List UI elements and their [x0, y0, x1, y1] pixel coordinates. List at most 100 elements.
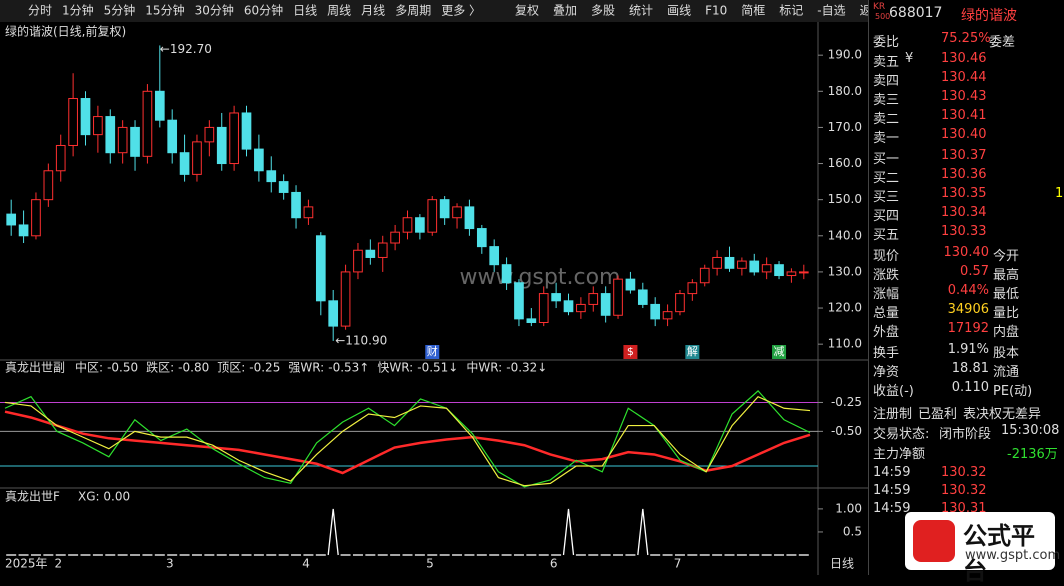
legend-text: 快WR:	[377, 361, 413, 375]
period-tab[interactable]: 1分钟	[62, 3, 94, 18]
candle-body	[353, 249, 363, 273]
tag: 注册制	[873, 407, 913, 422]
tool-button[interactable]: 返回	[860, 4, 868, 18]
period-tab[interactable]: 30分钟	[195, 3, 234, 18]
indicator-line	[4, 395, 811, 487]
tool-button[interactable]: 多股	[591, 4, 615, 18]
y-tick-label: 190.0	[828, 48, 862, 62]
candle-body	[328, 300, 339, 327]
period-tab[interactable]: 15分钟	[145, 3, 184, 18]
candle-body	[476, 228, 487, 248]
tool-button[interactable]: 画线	[667, 4, 691, 18]
event-marker: 解	[687, 344, 698, 358]
candle-body	[167, 119, 178, 154]
stat-label: 最高	[993, 268, 1020, 283]
currency: ¥	[905, 51, 914, 66]
candle-body	[229, 112, 239, 165]
bid-label: 买五	[873, 228, 900, 243]
ask-price: 130.41	[941, 108, 987, 123]
x-tick-label: 2	[55, 557, 63, 571]
candle-body	[464, 206, 475, 230]
legend-text: 强WR:	[288, 361, 324, 375]
period-tab[interactable]: 周线	[327, 4, 351, 18]
candle-body	[625, 278, 636, 291]
tool-button[interactable]: 复权	[515, 4, 539, 18]
tool-button[interactable]: 简框	[741, 4, 765, 18]
period-tab[interactable]: 更多 〉	[441, 4, 481, 18]
candle-body	[117, 126, 128, 154]
candle-body	[551, 293, 561, 302]
stat-label: 今开	[993, 249, 1020, 264]
candle-body	[514, 282, 524, 320]
period-tab[interactable]: 日线	[293, 4, 317, 18]
stat-label: 涨幅	[873, 287, 900, 302]
candle-body	[93, 116, 103, 136]
period-label: 日线	[830, 557, 854, 571]
candle-body	[749, 260, 760, 273]
y-tick-label: 170.0	[828, 120, 862, 134]
ask-price: 130.44	[941, 70, 987, 85]
candle-body	[439, 199, 450, 219]
period-tab[interactable]: 5分钟	[104, 3, 136, 18]
stock-code: 688017	[889, 5, 943, 21]
candle-body	[142, 90, 153, 157]
candle-body	[724, 256, 735, 269]
stat-value: 34906	[947, 302, 989, 317]
event-bg	[772, 345, 787, 359]
candle-body	[241, 112, 252, 150]
logo-url: www.gspt.com	[965, 548, 1061, 563]
bid-label: 买二	[873, 171, 900, 186]
x-tick-label: 2025年	[5, 557, 48, 571]
logo-icon	[913, 520, 955, 562]
bid-price: 130.34	[941, 205, 987, 220]
candle-body	[216, 126, 227, 165]
event-marker: 财	[427, 344, 438, 358]
stat-label: 净资	[873, 365, 900, 380]
candle-body	[55, 144, 66, 172]
tool-button[interactable]: 标记	[779, 4, 803, 18]
ask-label: 卖二	[873, 112, 900, 127]
stat-label: 外盘	[873, 325, 900, 340]
candle-body	[588, 293, 599, 305]
spike	[327, 508, 339, 556]
y-tick-label: -0.50	[831, 424, 862, 438]
period-tab[interactable]: 多周期	[395, 4, 431, 18]
stat-value: 0.110	[951, 380, 989, 395]
y-tick-label: 180.0	[828, 84, 862, 98]
tick-price: 130.32	[941, 465, 987, 480]
stat-label: PE(动)	[993, 384, 1033, 399]
spike	[637, 508, 649, 556]
tick-time: 14:59	[873, 465, 911, 480]
period-tab[interactable]: 60分钟	[244, 3, 283, 18]
legend-text: -0.25	[249, 361, 280, 375]
tick-time: 14:59	[873, 483, 911, 498]
candle-body	[675, 293, 685, 313]
legend-text: 顶区:	[217, 361, 245, 375]
candle-body	[489, 246, 500, 266]
stat-label: 涨跌	[873, 268, 900, 283]
stat-value: 0.57	[960, 264, 989, 279]
period-tab[interactable]: 分时	[28, 4, 52, 18]
bid-label: 买一	[873, 152, 900, 167]
x-tick-label: 6	[550, 557, 558, 571]
period-tab[interactable]: 月线	[361, 4, 385, 18]
tool-button[interactable]: F10	[705, 4, 727, 18]
candle-body	[563, 300, 574, 313]
candle-body	[402, 217, 413, 233]
event-marker: $	[627, 345, 634, 358]
candle-body	[105, 116, 116, 154]
status-time: 15:30:08	[1001, 423, 1060, 438]
toolbar	[0, 0, 868, 22]
tool-button[interactable]: -自选	[817, 4, 845, 18]
y-tick-label: 120.0	[828, 301, 862, 315]
tick-time: 14:59	[873, 501, 911, 516]
legend-text: -0.80	[178, 361, 209, 375]
candle-body	[303, 206, 314, 219]
candle-body	[600, 293, 611, 316]
tool-button[interactable]: 统计	[629, 4, 653, 18]
bid-price: 130.35	[941, 186, 987, 201]
tool-button[interactable]: 叠加	[553, 4, 577, 18]
stat-label: 流通	[993, 365, 1020, 380]
value: 75.25%	[941, 31, 991, 46]
